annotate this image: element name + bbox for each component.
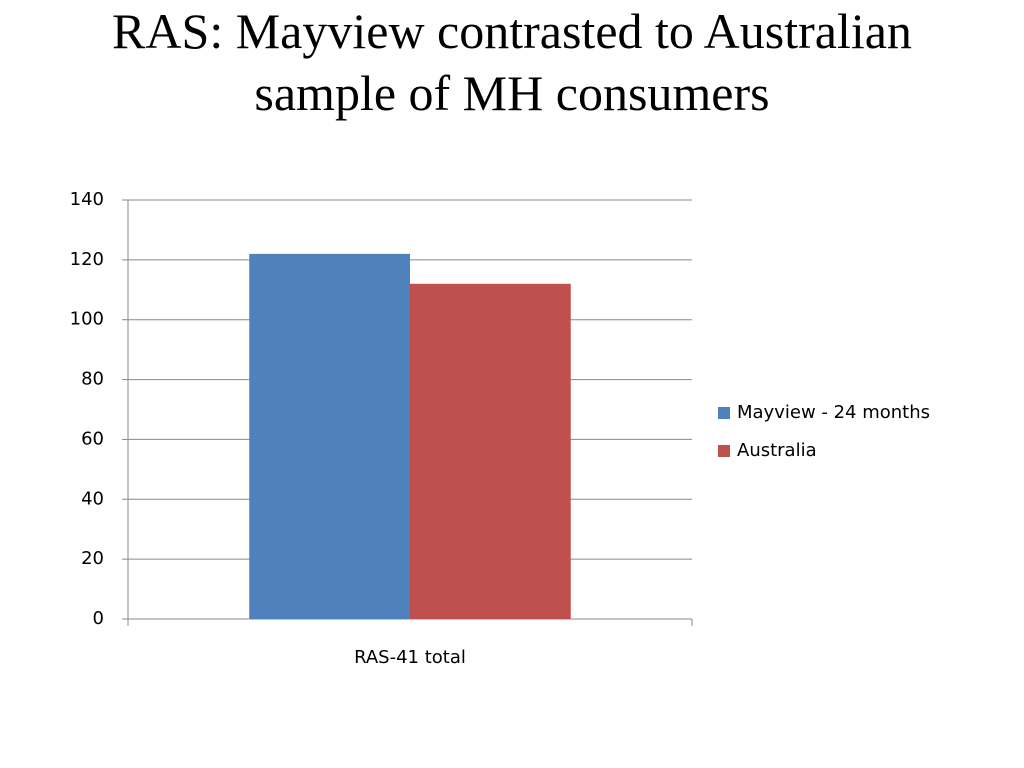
- y-tick-label: 80: [81, 369, 104, 390]
- legend-label: Australia: [737, 440, 817, 461]
- legend-swatch: [718, 407, 730, 419]
- legend-label: Mayview - 24 months: [737, 402, 930, 423]
- y-tick-label: 20: [81, 548, 104, 569]
- y-tick-label: 0: [93, 608, 104, 629]
- x-tick-label: RAS-41 total: [354, 647, 466, 668]
- legend-swatch: [718, 445, 730, 457]
- bar: [410, 283, 571, 619]
- y-tick-label: 120: [70, 249, 104, 270]
- y-tick-label: 100: [70, 309, 104, 330]
- bar: [249, 253, 410, 619]
- y-tick-label: 140: [70, 189, 104, 210]
- y-tick-label: 60: [81, 428, 104, 449]
- y-tick-label: 40: [81, 488, 104, 509]
- chart-title: RAS: Mayview contrasted to Australian sa…: [112, 3, 912, 121]
